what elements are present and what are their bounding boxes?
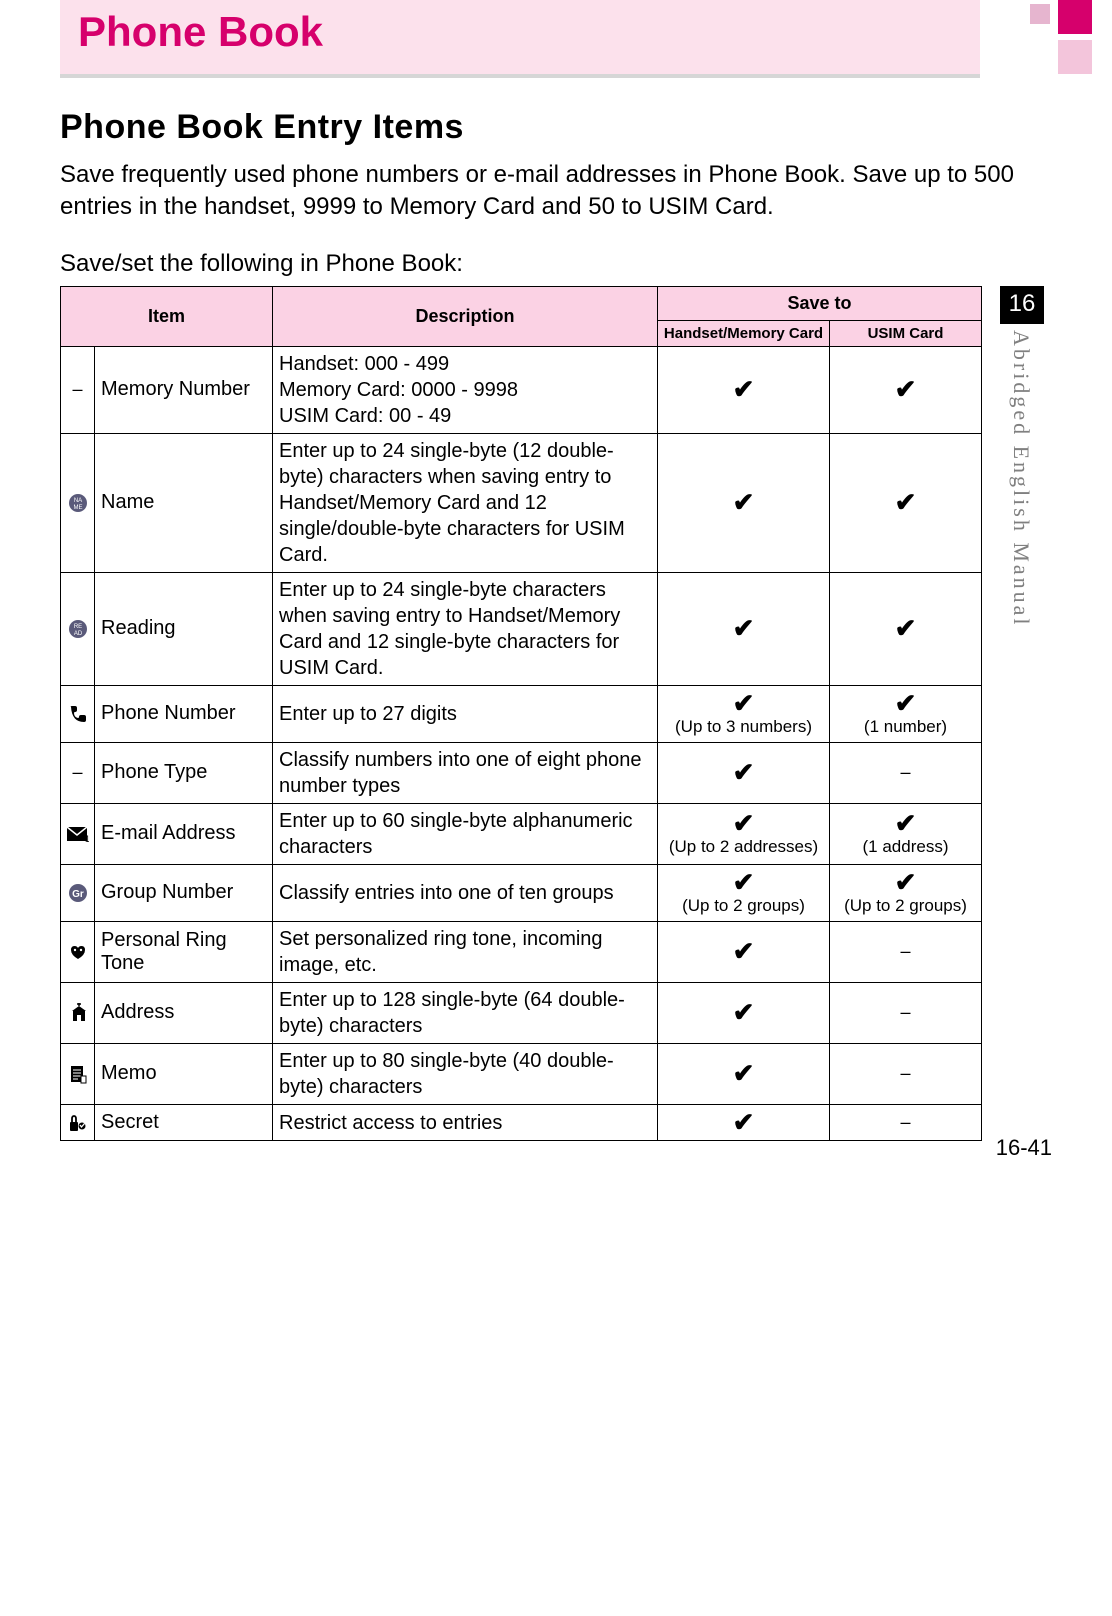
row-usim: –: [830, 921, 982, 982]
row-item: Phone Number: [95, 685, 273, 742]
table-row: –Memory NumberHandset: 000 - 499Memory C…: [61, 346, 982, 433]
row-icon: READ: [61, 572, 95, 685]
row-item: Reading: [95, 572, 273, 685]
table-row: Phone NumberEnter up to 27 digits✔(Up to…: [61, 685, 982, 742]
th-description: Description: [273, 286, 658, 346]
row-handset-memory: ✔(Up to 2 groups): [658, 864, 830, 921]
row-icon: [61, 1104, 95, 1141]
svg-text:Gr: Gr: [72, 889, 84, 900]
table-row: SecretRestrict access to entries✔–: [61, 1104, 982, 1141]
row-description: Enter up to 24 single-byte (12 double-by…: [273, 433, 658, 572]
table-row: –Phone TypeClassify numbers into one of …: [61, 742, 982, 803]
row-handset-memory: ✔: [658, 433, 830, 572]
row-usim: –: [830, 982, 982, 1043]
table-row: NAMENameEnter up to 24 single-byte (12 d…: [61, 433, 982, 572]
th-item: Item: [61, 286, 273, 346]
table-row: Gr Group NumberClassify entries into one …: [61, 864, 982, 921]
title-band: Phone Book: [60, 0, 980, 78]
intro-text: Save frequently used phone numbers or e-…: [60, 159, 1052, 224]
table-row: AddressEnter up to 128 single-byte (64 d…: [61, 982, 982, 1043]
row-usim: –: [830, 742, 982, 803]
row-item: Address: [95, 982, 273, 1043]
row-item: Group Number: [95, 864, 273, 921]
row-icon: [61, 982, 95, 1043]
row-handset-memory: ✔: [658, 1104, 830, 1141]
row-description: Restrict access to entries: [273, 1104, 658, 1141]
row-item: Memory Number: [95, 346, 273, 433]
row-usim: ✔: [830, 572, 982, 685]
row-item: Secret: [95, 1104, 273, 1141]
row-item: E-mail Address: [95, 803, 273, 864]
phone-book-table: Item Description Save to Handset/Memory …: [60, 286, 982, 1142]
row-handset-memory: ✔: [658, 742, 830, 803]
svg-text:RE: RE: [73, 624, 81, 630]
section-heading: Phone Book Entry Items: [60, 108, 1052, 147]
side-tab: 16 Abridged English Manual: [992, 286, 1052, 628]
row-icon: –: [61, 742, 95, 803]
table-row: Personal Ring ToneSet personalized ring …: [61, 921, 982, 982]
row-usim: ✔: [830, 346, 982, 433]
row-usim: –: [830, 1043, 982, 1104]
th-save-to: Save to: [658, 286, 982, 320]
row-handset-memory: ✔(Up to 3 numbers): [658, 685, 830, 742]
row-icon: –: [61, 346, 95, 433]
row-description: Classify numbers into one of eight phone…: [273, 742, 658, 803]
chapter-number: 16: [1000, 286, 1044, 324]
row-item: Personal Ring Tone: [95, 921, 273, 982]
svg-text:1: 1: [85, 834, 89, 843]
table-row: 1 E-mail AddressEnter up to 60 single-byt…: [61, 803, 982, 864]
page-number: 16-41: [996, 1135, 1052, 1161]
row-description: Enter up to 24 single-byte characters wh…: [273, 572, 658, 685]
row-description: Enter up to 27 digits: [273, 685, 658, 742]
row-description: Handset: 000 - 499Memory Card: 0000 - 99…: [273, 346, 658, 433]
row-description: Enter up to 60 single-byte alphanumeric …: [273, 803, 658, 864]
table-row: READReadingEnter up to 24 single-byte ch…: [61, 572, 982, 685]
row-icon: [61, 685, 95, 742]
row-item: Phone Type: [95, 742, 273, 803]
corner-decoration: [1002, 0, 1092, 80]
svg-text:NA: NA: [73, 498, 81, 504]
chapter-label: Abridged English Manual: [1008, 330, 1034, 628]
table-row: MemoEnter up to 80 single-byte (40 doubl…: [61, 1043, 982, 1104]
row-icon: 1: [61, 803, 95, 864]
row-item: Memo: [95, 1043, 273, 1104]
row-description: Set personalized ring tone, incoming ima…: [273, 921, 658, 982]
row-usim: ✔(Up to 2 groups): [830, 864, 982, 921]
row-icon: Gr: [61, 864, 95, 921]
row-icon: NAME: [61, 433, 95, 572]
svg-text:ME: ME: [73, 505, 82, 511]
row-handset-memory: ✔: [658, 982, 830, 1043]
sub-intro-text: Save/set the following in Phone Book:: [60, 250, 1052, 278]
row-handset-memory: ✔: [658, 346, 830, 433]
th-handset-memory: Handset/Memory Card: [658, 320, 830, 346]
row-usim: ✔: [830, 433, 982, 572]
page-title: Phone Book: [78, 8, 323, 55]
row-usim: –: [830, 1104, 982, 1141]
row-handset-memory: ✔: [658, 572, 830, 685]
row-description: Classify entries into one of ten groups: [273, 864, 658, 921]
th-usim: USIM Card: [830, 320, 982, 346]
row-handset-memory: ✔: [658, 1043, 830, 1104]
row-item: Name: [95, 433, 273, 572]
row-icon: [61, 1043, 95, 1104]
row-handset-memory: ✔: [658, 921, 830, 982]
row-description: Enter up to 80 single-byte (40 double-by…: [273, 1043, 658, 1104]
row-usim: ✔(1 number): [830, 685, 982, 742]
row-description: Enter up to 128 single-byte (64 double-b…: [273, 982, 658, 1043]
svg-text:AD: AD: [73, 631, 82, 637]
row-usim: ✔(1 address): [830, 803, 982, 864]
row-icon: [61, 921, 95, 982]
row-handset-memory: ✔(Up to 2 addresses): [658, 803, 830, 864]
